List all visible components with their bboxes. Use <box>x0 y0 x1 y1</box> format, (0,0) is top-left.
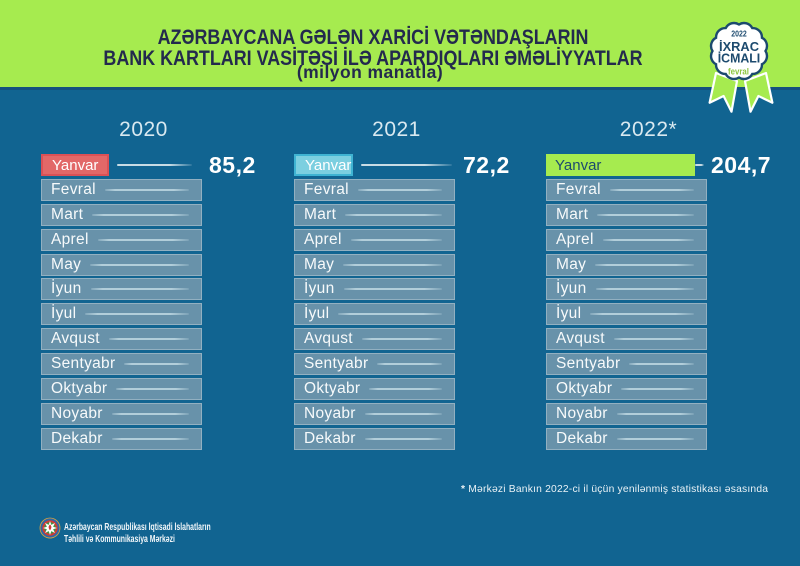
svg-text:İXRAC: İXRAC <box>719 39 759 54</box>
svg-text:İCMALI: İCMALI <box>718 51 761 66</box>
svg-text:2022: 2022 <box>731 29 747 39</box>
svg-text:fevral: fevral <box>728 67 749 77</box>
